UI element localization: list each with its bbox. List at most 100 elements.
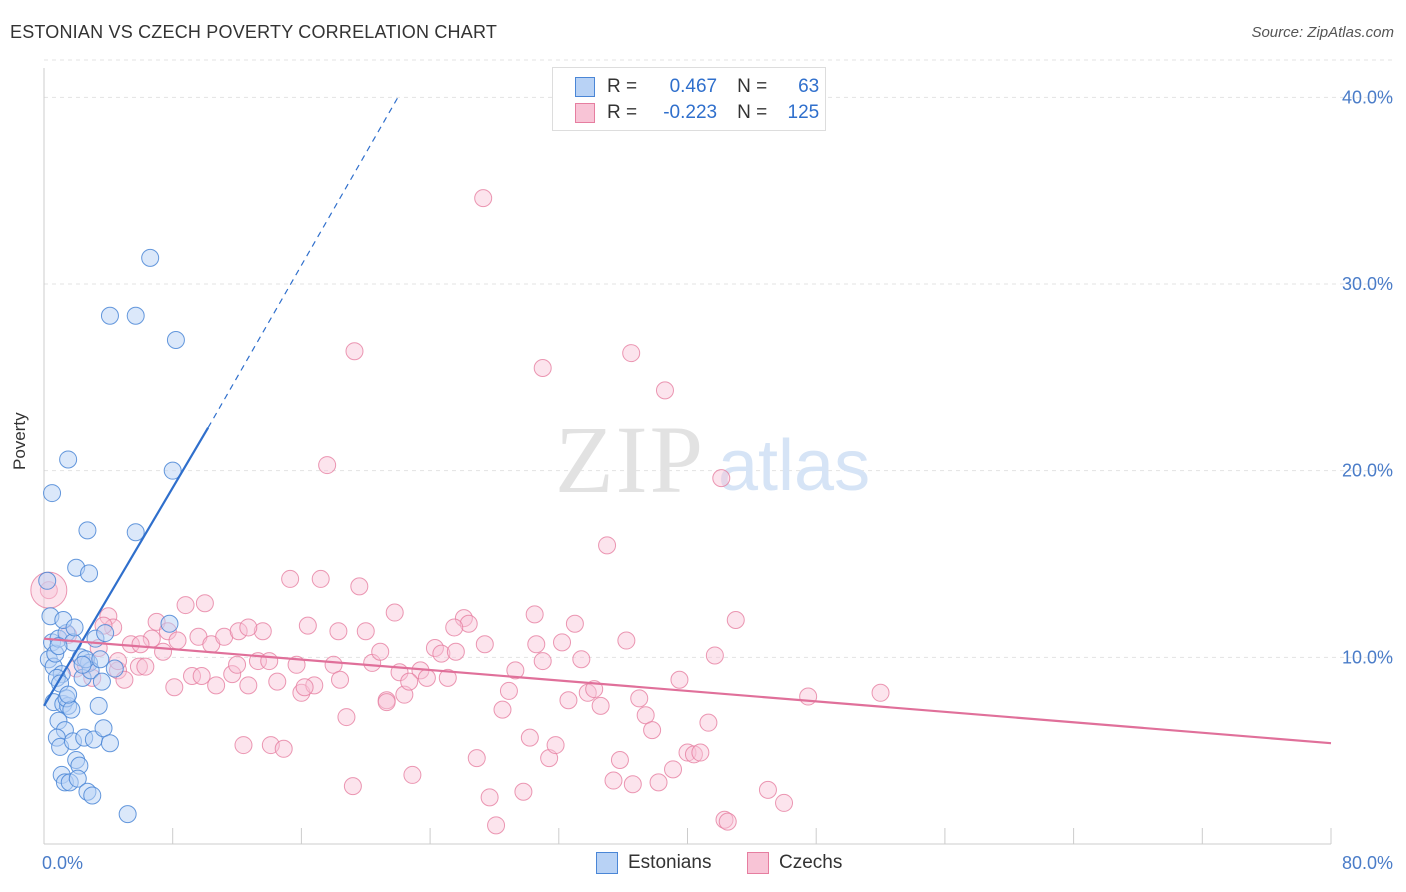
x-tick-label: 0.0% <box>42 853 83 873</box>
czech-point <box>295 678 314 697</box>
czech-point <box>636 706 655 725</box>
legend-r-label: R = <box>607 102 638 123</box>
czech-point <box>533 359 552 377</box>
legend-label-czechs: Czechs <box>779 852 843 873</box>
czech-point <box>136 657 155 676</box>
czech-point <box>799 687 818 706</box>
czech-point <box>623 775 642 794</box>
trend-lines <box>43 97 1332 745</box>
czech-point <box>229 622 248 641</box>
czech-point <box>533 652 552 671</box>
estonian-point <box>38 571 57 590</box>
czech-point <box>165 678 184 697</box>
czech-point <box>223 665 242 684</box>
estonian-point <box>68 769 87 788</box>
legend-item-estonians[interactable]: Estonians <box>596 852 711 874</box>
czech-point <box>520 728 539 747</box>
czech-point <box>758 780 777 799</box>
legend-row-estonians: R = 0.467 N = 63 <box>575 75 819 99</box>
czech-point <box>678 743 697 762</box>
estonian-point <box>105 659 124 678</box>
legend-n-label: N = <box>737 102 768 123</box>
axes <box>43 68 1332 845</box>
czech-point <box>553 633 572 652</box>
czech-point <box>324 655 343 674</box>
czech-point <box>356 622 375 641</box>
czech-point <box>499 681 518 700</box>
czech-point <box>506 661 525 680</box>
estonian-point <box>73 655 92 674</box>
czech-point <box>274 739 293 758</box>
czech-point <box>417 668 436 687</box>
czech-point <box>514 782 533 801</box>
estonian-trend-line <box>43 427 210 707</box>
czech-point <box>585 680 604 699</box>
czech-point <box>207 676 226 695</box>
legend-swatch-estonians <box>575 77 595 97</box>
estonian-point <box>59 685 78 704</box>
estonian-point <box>166 331 185 349</box>
czech-point <box>622 344 641 363</box>
legend-n-label: N = <box>737 76 768 97</box>
czech-trend-line <box>43 637 1332 745</box>
czech-point <box>474 189 493 208</box>
czech-point <box>350 577 369 596</box>
estonian-trend-extension <box>207 97 399 429</box>
czech-point <box>260 652 279 671</box>
czech-point <box>438 668 457 687</box>
czech-point <box>480 788 499 807</box>
legend-row-czechs: R = -0.223 N = 125 <box>575 101 819 125</box>
czech-point <box>598 536 617 555</box>
gridlines <box>44 59 1394 658</box>
legend-item-czechs[interactable]: Czechs <box>747 852 842 874</box>
czech-point <box>403 765 422 784</box>
czech-point <box>655 381 674 400</box>
legend-swatch-czechs <box>575 103 595 123</box>
czech-point <box>591 696 610 715</box>
czech-point <box>649 773 668 792</box>
czech-point <box>385 603 404 622</box>
legend-r-label: R = <box>607 76 638 97</box>
czech-point <box>432 644 451 663</box>
estonian-point <box>160 614 179 633</box>
czech-point <box>546 736 565 755</box>
y-tick-label: 20.0% <box>1342 461 1393 481</box>
legend-label-estonians: Estonians <box>628 852 712 873</box>
czech-point <box>281 569 300 588</box>
czech-point <box>670 670 689 689</box>
czech-point <box>239 618 258 637</box>
czech-point <box>337 708 356 727</box>
source-label: Source: ZipAtlas.com <box>1251 24 1394 41</box>
legend-r-value: 0.467 <box>669 76 718 97</box>
czech-point <box>726 611 745 629</box>
y-tick-label: 30.0% <box>1342 274 1393 294</box>
estonian-point <box>78 521 97 540</box>
czech-point <box>454 609 473 628</box>
watermark-atlas: atlas <box>718 426 870 506</box>
czech-point <box>871 683 890 702</box>
y-tick-label: 40.0% <box>1342 87 1393 107</box>
estonian-point <box>126 523 145 542</box>
czech-point <box>298 616 317 635</box>
estonian-point <box>80 564 99 583</box>
estonian-point <box>96 624 115 643</box>
watermark-zip: ZIP <box>555 406 705 513</box>
czech-point <box>154 642 173 661</box>
czech-point <box>345 342 364 361</box>
czech-point <box>572 650 591 669</box>
czech-point <box>371 642 390 661</box>
estonian-point <box>100 734 119 753</box>
czech-point <box>643 721 662 740</box>
czech-point <box>400 672 419 691</box>
czech-point <box>268 672 287 691</box>
estonian-point <box>89 696 108 715</box>
estonian-point <box>49 637 68 656</box>
czech-point <box>129 657 148 676</box>
czech-point <box>318 456 337 475</box>
estonian-point <box>43 484 62 503</box>
legend-swatch-estonians <box>596 852 618 874</box>
czech-point <box>487 816 506 835</box>
estonian-point <box>141 248 160 267</box>
czech-point <box>712 469 731 488</box>
